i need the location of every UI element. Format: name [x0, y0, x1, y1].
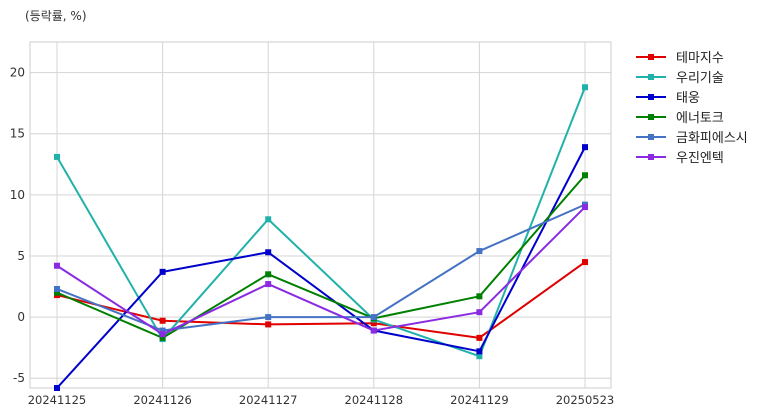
series-3 — [54, 144, 588, 391]
y-tick-label: 10 — [10, 188, 25, 202]
unit-label: (등락률, %) — [25, 9, 87, 23]
series-line — [56, 203, 586, 332]
data-point — [159, 334, 166, 341]
x-tick-label: 20241128 — [345, 393, 404, 407]
data-point — [476, 334, 483, 341]
legend-entry: 테마지수 — [636, 51, 724, 66]
x-tick-label: 20241129 — [450, 393, 509, 407]
legend-label: 우리기술 — [676, 71, 724, 86]
legend-entry: 태웅 — [636, 91, 700, 106]
data-point — [54, 262, 60, 269]
y-tick-label: -5 — [13, 371, 25, 385]
data-point — [265, 321, 272, 328]
x-tick-label: 20241127 — [239, 393, 298, 407]
y-tick-label: 0 — [17, 310, 25, 324]
series-line — [56, 174, 586, 339]
series-line — [56, 146, 586, 389]
data-point — [370, 327, 377, 334]
legend-marker — [648, 74, 654, 80]
legend-label: 금화피에스시 — [676, 131, 748, 146]
data-point — [159, 331, 166, 338]
data-point — [582, 144, 588, 151]
data-point — [476, 248, 483, 255]
data-point — [582, 259, 588, 266]
data-point — [54, 285, 60, 292]
y-tick-label: 15 — [10, 127, 25, 141]
data-point — [54, 153, 60, 160]
data-point — [582, 172, 588, 179]
data-point — [54, 289, 60, 296]
legend-marker — [648, 54, 654, 60]
data-point — [265, 281, 272, 288]
data-point — [54, 385, 60, 391]
legend-marker — [648, 154, 654, 160]
data-point — [159, 317, 166, 324]
data-point — [370, 314, 377, 321]
legend-label: 테마지수 — [676, 51, 724, 66]
legend-entry: 우진엔텍 — [636, 151, 724, 166]
series-6 — [54, 204, 588, 338]
series-line — [56, 206, 586, 336]
series-line — [56, 86, 586, 358]
data-point — [159, 268, 166, 275]
plot-frame — [29, 41, 612, 389]
x-tick-label: 20241125 — [28, 393, 87, 407]
legend-entry: 우리기술 — [636, 71, 724, 86]
legend-entry: 금화피에스시 — [636, 131, 748, 146]
data-point — [265, 271, 272, 278]
legend-label: 태웅 — [676, 91, 700, 106]
data-point — [476, 293, 483, 300]
data-point — [159, 327, 166, 334]
data-point — [265, 216, 272, 223]
series-1 — [54, 259, 588, 341]
data-point — [370, 320, 377, 327]
series-line — [56, 261, 586, 339]
data-point — [582, 84, 588, 91]
data-point — [265, 314, 272, 321]
legend-marker — [648, 114, 654, 120]
data-point — [582, 204, 588, 211]
legend-label: 에너토크 — [676, 111, 724, 126]
data-point — [265, 249, 272, 256]
data-point — [476, 353, 483, 360]
x-tick-label: 20241126 — [133, 393, 192, 407]
legend-entry: 에너토크 — [636, 111, 724, 126]
y-tick-label: 20 — [10, 66, 25, 80]
data-point — [476, 309, 483, 316]
legend-marker — [648, 94, 654, 100]
data-point — [476, 348, 483, 355]
legend-marker — [648, 134, 654, 140]
legend-label: 우진엔텍 — [676, 151, 724, 166]
x-tick-label: 20250523 — [556, 393, 615, 407]
y-tick-label: 5 — [17, 249, 25, 263]
